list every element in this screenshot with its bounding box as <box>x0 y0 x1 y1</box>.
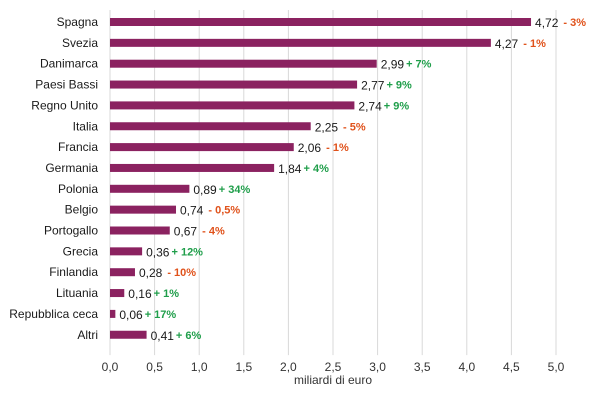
value-label: 0,36 <box>146 245 170 259</box>
bar <box>110 289 125 298</box>
change-label: + 7% <box>406 59 432 71</box>
category-label: Spagna <box>57 15 99 29</box>
value-label: 1,84 <box>278 162 302 176</box>
bars <box>110 18 532 339</box>
change-label: + 34% <box>219 184 251 196</box>
change-label: - 1% <box>326 142 349 154</box>
category-label: Grecia <box>63 244 99 258</box>
change-label: + 9% <box>386 80 412 92</box>
category-label: Belgio <box>65 203 99 217</box>
labels: Spagna 4,72 - 3% Svezia 4,27 - 1% Danimarca 2,9… <box>9 15 586 343</box>
category-label: Germania <box>45 161 98 175</box>
change-label: + 1% <box>154 288 180 300</box>
value-label: 0,16 <box>128 287 152 301</box>
bar <box>110 59 377 68</box>
change-label: + 6% <box>176 330 202 342</box>
change-label: - 5% <box>343 121 366 133</box>
x-axis-title: miliardi di euro <box>294 373 372 387</box>
change-label: - 10% <box>167 267 196 279</box>
category-label: Regno Unito <box>31 98 98 112</box>
value-label: 2,99 <box>381 58 405 72</box>
x-tick-label: 4,0 <box>458 360 475 374</box>
category-label: Altri <box>77 328 98 342</box>
x-tick-label: 1,0 <box>191 360 208 374</box>
category-label: Polonia <box>58 182 98 196</box>
value-label: 4,27 <box>495 37 519 51</box>
value-label: 0,67 <box>174 225 198 239</box>
x-tick-label: 3,0 <box>369 360 386 374</box>
bar <box>110 205 177 214</box>
x-tick-label: 0,0 <box>102 360 119 374</box>
category-label: Italia <box>73 119 99 133</box>
value-label: 4,72 <box>535 16 559 30</box>
value-label: 0,28 <box>139 266 163 280</box>
x-tick-label: 0,5 <box>146 360 163 374</box>
value-label: 2,06 <box>298 141 322 155</box>
x-axis-ticks: 0,0 0,5 1,0 1,5 2,0 2,5 3,0 3,5 4,0 4,5 5,0 <box>102 360 565 374</box>
x-tick-label: 1,5 <box>235 360 252 374</box>
bar <box>110 122 311 131</box>
bar <box>110 184 190 193</box>
bar <box>110 18 532 26</box>
x-tick-label: 2,5 <box>325 360 342 374</box>
value-label: 0,41 <box>151 329 175 343</box>
value-label: 2,25 <box>315 120 339 134</box>
change-label: - 1% <box>523 38 546 50</box>
change-label: - 0,5% <box>208 205 240 217</box>
category-label: Lituania <box>56 286 98 300</box>
value-label: 2,77 <box>361 79 385 93</box>
change-label: + 12% <box>171 246 203 258</box>
bar <box>110 38 491 47</box>
category-label: Portogallo <box>44 224 98 238</box>
bar <box>110 143 294 152</box>
change-label: - 4% <box>202 226 225 238</box>
bar <box>110 309 116 318</box>
x-tick-label: 3,5 <box>414 360 431 374</box>
value-label: 0,74 <box>180 204 204 218</box>
bar <box>110 163 275 172</box>
bar <box>110 101 355 110</box>
bar <box>110 268 135 277</box>
category-label: Danimarca <box>40 57 98 71</box>
change-label: + 9% <box>384 100 410 112</box>
category-label: Francia <box>58 140 98 154</box>
change-label: + 4% <box>303 163 329 175</box>
x-tick-label: 5,0 <box>548 360 565 374</box>
value-label: 2,74 <box>358 99 382 113</box>
bar <box>110 330 147 339</box>
x-tick-label: 4,5 <box>503 360 520 374</box>
category-label: Finlandia <box>49 265 98 279</box>
category-label: Repubblica ceca <box>9 307 98 321</box>
x-tick-label: 2,0 <box>280 360 297 374</box>
bar <box>110 80 358 89</box>
bar <box>110 226 170 235</box>
category-label: Svezia <box>62 36 98 50</box>
change-label: + 17% <box>145 309 177 321</box>
bar <box>110 247 143 256</box>
change-label: - 3% <box>563 17 586 29</box>
category-label: Paesi Bassi <box>35 78 98 92</box>
value-label: 0,89 <box>193 183 217 197</box>
value-label: 0,06 <box>119 308 143 322</box>
